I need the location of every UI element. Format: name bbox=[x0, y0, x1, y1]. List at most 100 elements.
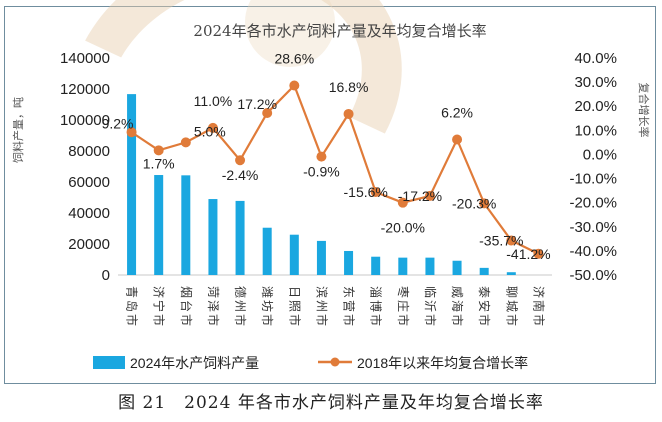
figure-caption: 图 21 2024 年各市水产饲料产量及年均复合增长率 bbox=[118, 393, 544, 413]
category-label: 泰安市 bbox=[477, 286, 492, 326]
growth-point bbox=[479, 198, 490, 209]
category-char: 市 bbox=[342, 314, 357, 326]
category-label: 淄博市 bbox=[369, 286, 384, 326]
left-tick-label: 80000 bbox=[68, 143, 110, 160]
category-char: 济 bbox=[531, 286, 546, 298]
bar bbox=[235, 200, 245, 275]
left-tick-label: 60000 bbox=[68, 174, 110, 191]
growth-data-label: -0.9% bbox=[303, 164, 340, 180]
category-char: 海 bbox=[450, 300, 465, 312]
legend-line-label: 2018年以来年均复合增长率 bbox=[357, 355, 528, 371]
category-label: 烟台市 bbox=[179, 286, 194, 326]
growth-data-label: -17.2% bbox=[398, 188, 442, 204]
bar bbox=[127, 94, 137, 276]
left-axis-label: 饲料产量，吨 bbox=[11, 97, 25, 163]
category-label: 德州市 bbox=[233, 286, 248, 326]
bar bbox=[425, 257, 435, 275]
right-tick-label: -20.0% bbox=[569, 195, 617, 212]
right-tick-label: 30.0% bbox=[574, 74, 617, 91]
category-char: 菏 bbox=[206, 286, 220, 298]
growth-data-label: 6.2% bbox=[441, 104, 473, 120]
category-char: 东 bbox=[342, 286, 356, 298]
bar bbox=[289, 234, 299, 275]
growth-point bbox=[343, 108, 354, 119]
category-char: 城 bbox=[504, 300, 518, 312]
growth-data-label: -35.7% bbox=[479, 233, 523, 249]
growth-point bbox=[235, 155, 246, 166]
category-char: 台 bbox=[179, 300, 194, 312]
category-label: 潍坊市 bbox=[260, 286, 275, 326]
growth-point bbox=[506, 235, 517, 246]
category-char: 庄 bbox=[396, 300, 411, 312]
category-char: 市 bbox=[179, 314, 194, 326]
growth-point bbox=[397, 197, 408, 208]
category-label: 威海市 bbox=[450, 286, 465, 326]
category-char: 市 bbox=[450, 314, 465, 326]
category-char: 临 bbox=[423, 286, 437, 298]
category-char: 市 bbox=[531, 314, 546, 326]
growth-point bbox=[424, 190, 435, 201]
growth-data-label: 28.6% bbox=[274, 50, 314, 66]
right-tick-label: 40.0% bbox=[574, 50, 617, 67]
category-char: 枣 bbox=[396, 286, 410, 298]
growth-data-label: 5.0% bbox=[194, 123, 226, 139]
category-label: 济宁市 bbox=[152, 286, 167, 326]
category-char: 博 bbox=[369, 300, 384, 312]
chart-title: 2024年各市水产饲料产量及年均复合增长率 bbox=[193, 22, 486, 40]
category-char: 济 bbox=[152, 286, 167, 298]
category-char: 市 bbox=[287, 314, 302, 326]
category-char: 泽 bbox=[206, 300, 220, 312]
category-label: 青岛市 bbox=[125, 286, 140, 326]
left-tick-label: 0 bbox=[102, 267, 110, 284]
growth-data-label: -20.0% bbox=[381, 220, 425, 236]
growth-point bbox=[262, 107, 273, 118]
category-char: 市 bbox=[396, 314, 411, 326]
growth-point bbox=[370, 187, 381, 198]
right-tick-label: 20.0% bbox=[574, 98, 617, 115]
category-label: 菏泽市 bbox=[206, 286, 221, 326]
growth-point bbox=[153, 145, 164, 156]
legend-line-marker bbox=[330, 357, 340, 367]
legend-bar-swatch bbox=[93, 356, 125, 369]
category-char: 市 bbox=[152, 314, 167, 326]
category-char: 南 bbox=[531, 300, 546, 312]
growth-data-label: 17.2% bbox=[237, 96, 277, 112]
legend: 2024年水产饲料产量 2018年以来年均复合增长率 bbox=[93, 355, 528, 371]
right-tick-label: 10.0% bbox=[574, 122, 617, 139]
category-label: 枣庄市 bbox=[396, 286, 411, 326]
right-tick-label: -30.0% bbox=[569, 219, 617, 236]
category-char: 市 bbox=[125, 314, 140, 326]
growth-point bbox=[316, 151, 327, 162]
category-char: 淄 bbox=[369, 286, 383, 298]
category-char: 泰 bbox=[477, 286, 491, 298]
category-char: 潍 bbox=[260, 286, 274, 298]
bar bbox=[316, 240, 326, 275]
right-axis-label: 复合增长率 bbox=[637, 83, 651, 138]
left-tick-label: 20000 bbox=[68, 236, 110, 253]
category-char: 烟 bbox=[179, 286, 193, 298]
category-char: 市 bbox=[260, 314, 275, 326]
growth-point bbox=[289, 80, 300, 91]
bar bbox=[506, 272, 516, 275]
growth-data-label: -41.2% bbox=[506, 246, 550, 262]
left-tick-label: 100000 bbox=[60, 112, 110, 129]
growth-point bbox=[207, 122, 218, 133]
category-char: 安 bbox=[477, 300, 492, 312]
category-label: 临沂市 bbox=[423, 286, 438, 326]
growth-data-label: 11.0% bbox=[194, 93, 233, 109]
right-axis-title: 复合增长率 bbox=[637, 83, 651, 138]
category-label: 滨州市 bbox=[314, 286, 329, 326]
left-tick-label: 140000 bbox=[60, 50, 110, 67]
bar bbox=[452, 260, 462, 275]
category-char: 威 bbox=[450, 286, 464, 298]
bar bbox=[398, 257, 408, 275]
category-char: 市 bbox=[233, 314, 248, 326]
left-axis-title: 饲料产量，吨 bbox=[11, 97, 25, 163]
category-char: 青 bbox=[125, 286, 139, 298]
category-char: 市 bbox=[423, 314, 438, 326]
growth-point bbox=[180, 137, 191, 148]
category-label: 聊城市 bbox=[504, 286, 519, 326]
category-label: 日照市 bbox=[287, 286, 302, 326]
growth-data-label: 9.2% bbox=[102, 115, 134, 131]
